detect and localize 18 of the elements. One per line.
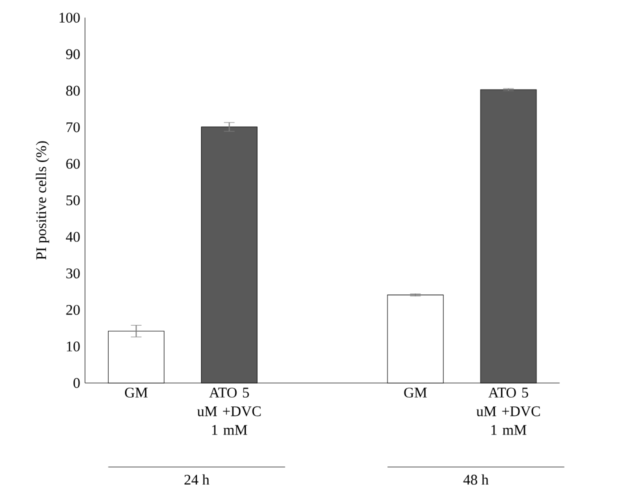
x-tick-label: GM [404, 388, 427, 398]
y-tick-label: 60 [66, 158, 80, 169]
y-tick-label: 10 [66, 342, 80, 352]
y-tick-label: 80 [66, 86, 80, 96]
y-tick-label: 100 [60, 12, 80, 23]
y-axis-title: PI positive cells (%) [36, 141, 50, 260]
y-tick-label: 50 [66, 195, 80, 206]
y-tick-label: 30 [66, 268, 80, 278]
x-tick-label: ATO 5 uM +DVC 1 mM [476, 388, 540, 435]
y-tick-label: 90 [66, 49, 80, 60]
y-tick-label: 70 [66, 122, 80, 132]
x-tick-label: GM [124, 388, 148, 398]
text: 48 h [463, 474, 489, 485]
y-tick-label: 0 [74, 378, 80, 388]
text: 24 h [184, 474, 210, 485]
y-tick-label: 20 [66, 304, 80, 315]
x-tick-label: ATO 5 uM +DVC 1 mM [197, 388, 261, 435]
y-tick-label: 40 [66, 232, 80, 242]
